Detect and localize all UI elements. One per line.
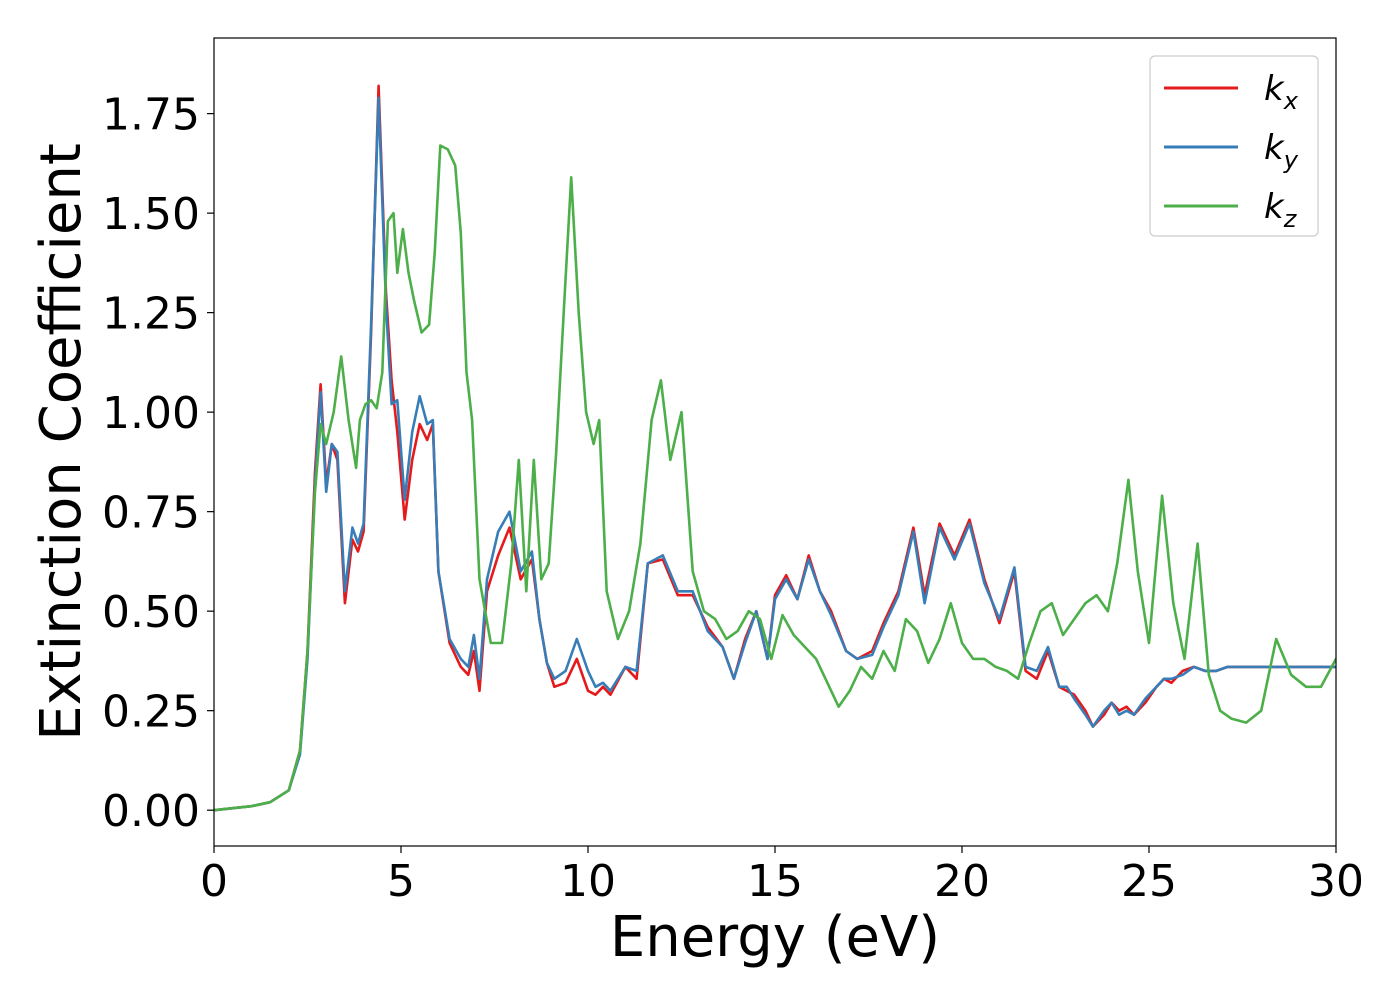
y-axis-title: Extinction Coefficient <box>29 143 94 741</box>
y-tick-label: 1.75 <box>102 90 200 141</box>
y-axis-ticks: 0.00 0.25 0.50 0.75 1.00 1.25 1.50 1.75 <box>102 90 214 837</box>
legend-label-base: k <box>1264 187 1285 227</box>
legend-label-base: k <box>1264 128 1285 168</box>
x-tick-label: 30 <box>1308 856 1364 907</box>
y-tick-label: 0.50 <box>102 587 200 638</box>
x-axis-ticks: 0 5 10 15 20 25 30 <box>200 846 1364 907</box>
y-tick-label: 0.25 <box>102 687 200 738</box>
x-tick-label: 15 <box>747 856 803 907</box>
x-tick-label: 25 <box>1121 856 1177 907</box>
y-tick-label: 0.75 <box>102 488 200 539</box>
legend-label-subscript: y <box>1283 146 1299 174</box>
y-tick-label: 1.00 <box>102 388 200 439</box>
series-line-kz <box>214 144 1336 812</box>
x-tick-label: 10 <box>560 856 616 907</box>
legend-label-base: k <box>1264 69 1285 109</box>
y-tick-label: 1.50 <box>102 189 200 240</box>
legend-label-subscript: x <box>1283 87 1299 115</box>
x-tick-label: 5 <box>387 856 415 907</box>
y-tick-label: 0.00 <box>102 786 200 837</box>
legend-label-kz: kz <box>1264 187 1298 233</box>
legend-label-ky: ky <box>1264 128 1299 174</box>
legend-label-kx: kx <box>1264 69 1299 115</box>
series-layer <box>214 84 1336 812</box>
legend-label-subscript: z <box>1283 205 1298 233</box>
series-line-ky <box>214 96 1336 812</box>
x-tick-label: 0 <box>200 856 228 907</box>
x-axis-title: Energy (eV) <box>610 905 940 970</box>
y-tick-label: 1.25 <box>102 289 200 340</box>
x-tick-label: 20 <box>934 856 990 907</box>
